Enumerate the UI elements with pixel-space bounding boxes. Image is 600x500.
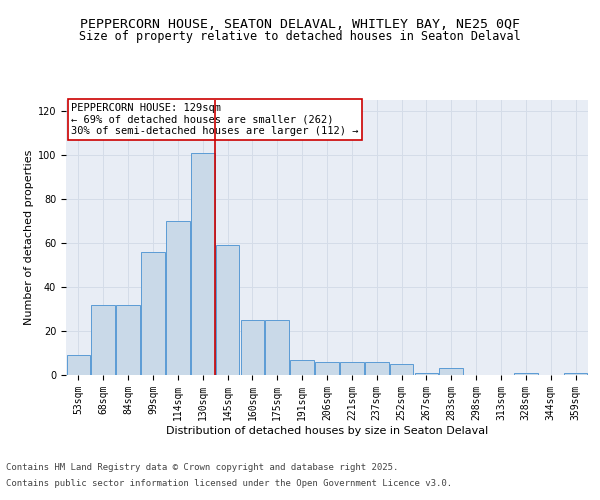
- Bar: [415, 373, 438, 375]
- Bar: [265, 320, 289, 375]
- Bar: [290, 360, 314, 375]
- Text: Size of property relative to detached houses in Seaton Delaval: Size of property relative to detached ho…: [79, 30, 521, 43]
- Bar: [67, 355, 90, 375]
- Bar: [439, 368, 463, 375]
- Bar: [390, 364, 413, 375]
- Text: Contains public sector information licensed under the Open Government Licence v3: Contains public sector information licen…: [6, 478, 452, 488]
- Bar: [216, 245, 239, 375]
- Bar: [241, 320, 264, 375]
- Bar: [116, 304, 140, 375]
- Bar: [141, 252, 165, 375]
- Bar: [191, 153, 215, 375]
- Bar: [315, 362, 339, 375]
- Text: Contains HM Land Registry data © Crown copyright and database right 2025.: Contains HM Land Registry data © Crown c…: [6, 464, 398, 472]
- Bar: [564, 373, 587, 375]
- X-axis label: Distribution of detached houses by size in Seaton Delaval: Distribution of detached houses by size …: [166, 426, 488, 436]
- Bar: [340, 362, 364, 375]
- Bar: [514, 373, 538, 375]
- Text: PEPPERCORN HOUSE: 129sqm
← 69% of detached houses are smaller (262)
30% of semi-: PEPPERCORN HOUSE: 129sqm ← 69% of detach…: [71, 103, 359, 136]
- Bar: [365, 362, 389, 375]
- Bar: [91, 304, 115, 375]
- Bar: [166, 221, 190, 375]
- Y-axis label: Number of detached properties: Number of detached properties: [23, 150, 34, 325]
- Text: PEPPERCORN HOUSE, SEATON DELAVAL, WHITLEY BAY, NE25 0QF: PEPPERCORN HOUSE, SEATON DELAVAL, WHITLE…: [80, 18, 520, 30]
